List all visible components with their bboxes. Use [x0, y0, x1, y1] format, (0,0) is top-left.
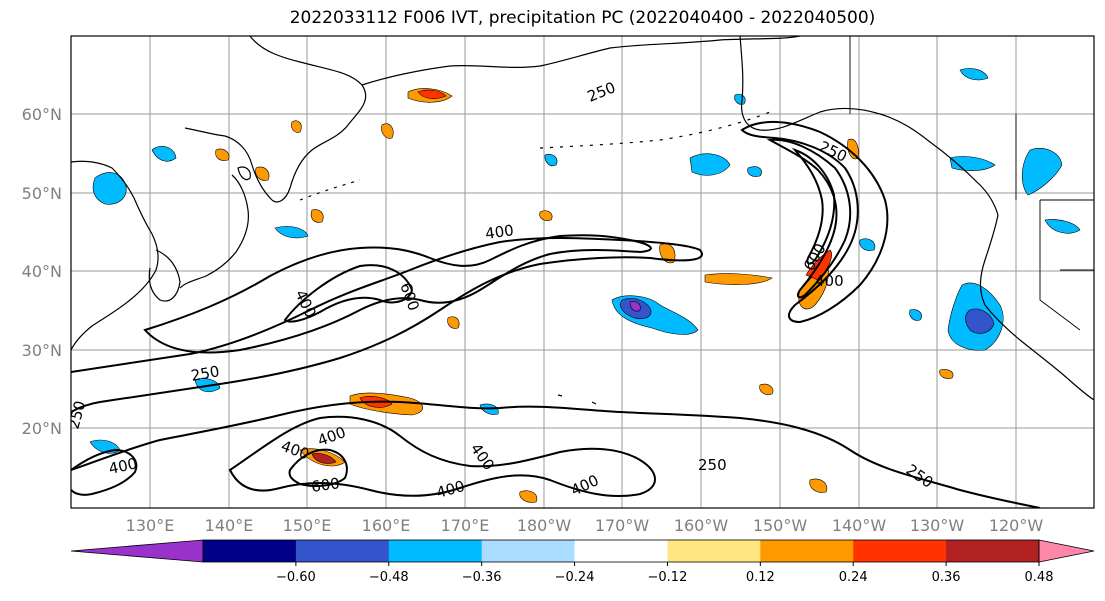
ivt-contour-400-south	[228, 415, 656, 497]
ivt-contour-600-west	[283, 264, 414, 323]
ivt-contour-600-ar	[791, 147, 836, 265]
lon-label-170w: 170°W	[595, 516, 650, 535]
ivt-label-400-central: 400	[484, 221, 515, 243]
neg-patch-california-core	[965, 308, 995, 334]
lon-label-170e: 170°E	[441, 516, 490, 535]
neg-patch-kamchatka	[151, 146, 177, 162]
neg-patch-aleutian	[747, 166, 762, 177]
neg-patch-nw-coast-2	[1044, 219, 1081, 234]
ivt-label-250-south: 250	[698, 456, 727, 474]
map-background	[71, 36, 1094, 508]
map-border	[70, 35, 1095, 509]
colorbar-label: 0.36	[932, 570, 961, 585]
lon-label-130w: 130°W	[910, 516, 965, 535]
pos-patch-dot-e	[381, 123, 394, 139]
neg-patch-east-pacific-deep	[629, 301, 641, 312]
colorbar: −0.60 −0.48 −0.36 −0.24 −0.12 0.12 0.24 0.36 0.4…	[70, 539, 1095, 585]
colorbar-label: −0.48	[369, 570, 409, 585]
ivt-contours	[71, 121, 1041, 508]
pos-patch-dot-j	[291, 120, 302, 133]
pos-patch-dot-g	[939, 369, 954, 379]
lat-label-20n: 20°N	[22, 419, 62, 438]
ivt-contour-600-south	[288, 448, 348, 487]
pos-patch-dot-c	[255, 166, 270, 181]
colorbar-swatch	[203, 540, 297, 562]
colorbar-swatch	[853, 540, 947, 562]
lon-label-140e: 140°E	[205, 516, 254, 535]
colorbar-swatch	[760, 540, 854, 562]
colorbar-label: 0.48	[1025, 570, 1054, 585]
lon-label-150e: 150°E	[283, 516, 332, 535]
chart-title: 2022033112 F006 IVT, precipitation PC (2…	[289, 8, 876, 28]
colorbar-extend-low	[70, 539, 204, 563]
pos-patch-kuril-core	[417, 89, 447, 99]
pos-patch-mid	[704, 273, 773, 285]
colorbar-swatch	[295, 540, 390, 562]
colorbar-label: −0.60	[276, 570, 316, 585]
lon-label-150w: 150°W	[753, 516, 808, 535]
ivt-label-400-south-f: 400	[107, 454, 139, 478]
colorbar-label: −0.36	[462, 570, 502, 585]
graticule	[71, 36, 1094, 508]
lon-label-140w: 140°W	[832, 516, 887, 535]
ivt-contour-250-south	[71, 400, 1041, 508]
neg-patch-dot-5	[859, 238, 876, 251]
lat-label-50n: 50°N	[22, 184, 62, 203]
neg-patch-dot-1	[544, 153, 558, 167]
neg-patch-arctic-n	[959, 68, 989, 81]
lon-label-160e: 160°E	[362, 516, 411, 535]
lon-label-120w: 120°W	[989, 516, 1044, 535]
neg-patch-sea-ok	[274, 226, 309, 239]
pos-patch-dot-b	[539, 210, 553, 221]
colorbar-outline	[202, 539, 1040, 563]
colorbar-label: 0.24	[839, 570, 868, 585]
colorbar-swatch	[667, 540, 761, 562]
lat-label-40n: 40°N	[22, 262, 62, 281]
lat-label-30n: 30°N	[22, 341, 62, 360]
coastlines	[71, 36, 1094, 405]
latitude-labels: 60°N 50°N 40°N 30°N 20°N	[22, 105, 62, 438]
pos-patch-south-hot-core	[311, 453, 337, 464]
neg-patch-dot-4	[909, 309, 922, 321]
colorbar-label: 0.12	[746, 570, 775, 585]
lon-label-180w: 180°W	[517, 516, 572, 535]
longitude-labels: 130°E 140°E 150°E 160°E 170°E 180°W 170°…	[126, 516, 1044, 535]
ivt-label-400-coast: 400	[815, 272, 844, 290]
ivt-label-250-west: 250	[190, 362, 221, 385]
lon-label-160w: 160°W	[674, 516, 729, 535]
ivt-contour-400-southwest	[71, 448, 138, 496]
ivt-contour-250-main	[71, 237, 703, 413]
pos-patch-dot-k	[215, 148, 230, 161]
colorbar-swatch	[574, 540, 668, 562]
pos-patch-dot-i	[809, 478, 828, 493]
colorbar-label: −0.24	[555, 570, 595, 585]
ivt-contour-250-ar	[740, 121, 889, 324]
pos-patch-dot-h	[759, 383, 774, 395]
pos-patch-dot-f	[447, 316, 460, 329]
ivt-contour-400-band	[143, 234, 652, 354]
ivt-contour-400-ar	[766, 138, 852, 299]
colorbar-swatch	[946, 540, 1040, 562]
colorbar-swatch	[481, 540, 576, 562]
lon-label-130e: 130°E	[126, 516, 175, 535]
ivt-label-600-south: 600	[310, 474, 341, 496]
neg-patch-northwest-us	[1021, 148, 1063, 196]
neg-patch-japan-sea	[92, 172, 127, 205]
colorbar-label: −0.12	[648, 570, 688, 585]
colorbar-extend-high	[1038, 539, 1095, 563]
colorbar-swatch	[388, 540, 483, 562]
pos-patch-dot-a	[519, 490, 538, 503]
pos-patch-dot-d	[310, 209, 324, 223]
lat-label-60n: 60°N	[22, 105, 62, 124]
neg-patch-gulf-alaska	[689, 153, 731, 176]
